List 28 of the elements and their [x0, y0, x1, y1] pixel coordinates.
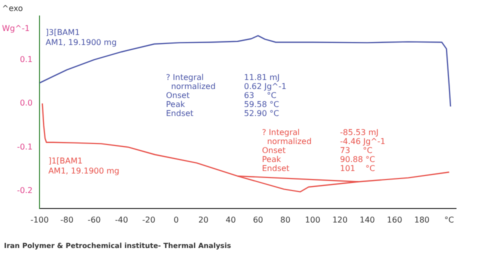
text: ? Integral 11.81 mJ normalized 0.62 Jg^-1 Onset 63 °C Peak 59.58 °C Endset 52.90 °C: [166, 73, 286, 118]
annotation: AM1, 19.1900 mg: [46, 38, 117, 47]
y-axis-title: Wg^-1: [2, 24, 30, 34]
x-tick-label: 20: [198, 215, 209, 224]
x-tick-label: -80: [60, 215, 74, 224]
y-tick-label: -0.1: [17, 142, 33, 152]
x-tick-label: 180: [414, 215, 430, 224]
y-tick-label: 0.1: [20, 54, 33, 64]
x-tick-label: 160: [386, 215, 402, 224]
text: ]3[BAM1: [46, 28, 80, 37]
x-tick-label: 100: [305, 215, 320, 224]
text: ^exo: [2, 4, 23, 14]
annotation: AM1, 19.1900 mg: [48, 166, 120, 176]
x-tick-label: 140: [360, 215, 375, 224]
x-tick-label: 60: [252, 215, 264, 224]
x-tick-label: -40: [114, 215, 128, 224]
series-label: ]1[BAM1: [48, 156, 83, 166]
y-tick-label: -0.2: [17, 186, 33, 195]
x-tick-label: -60: [88, 215, 101, 224]
x-tick-label: 80: [280, 215, 290, 224]
x-tick-label: °C: [444, 215, 454, 224]
x-tick-label: 120: [332, 215, 348, 224]
x-tick-label: 40: [226, 215, 236, 224]
x-tick-label: -100: [30, 215, 49, 224]
y-tick-label: 0.0: [20, 98, 33, 108]
x-tick-label: -20: [142, 215, 156, 224]
text: ? Integral -85.53 mJ normalized -4.46 Jg^-1 Onset 73 °C Peak 90.88 °C Endset 101 °C: [262, 128, 386, 174]
x-tick-label: 0: [174, 215, 179, 224]
